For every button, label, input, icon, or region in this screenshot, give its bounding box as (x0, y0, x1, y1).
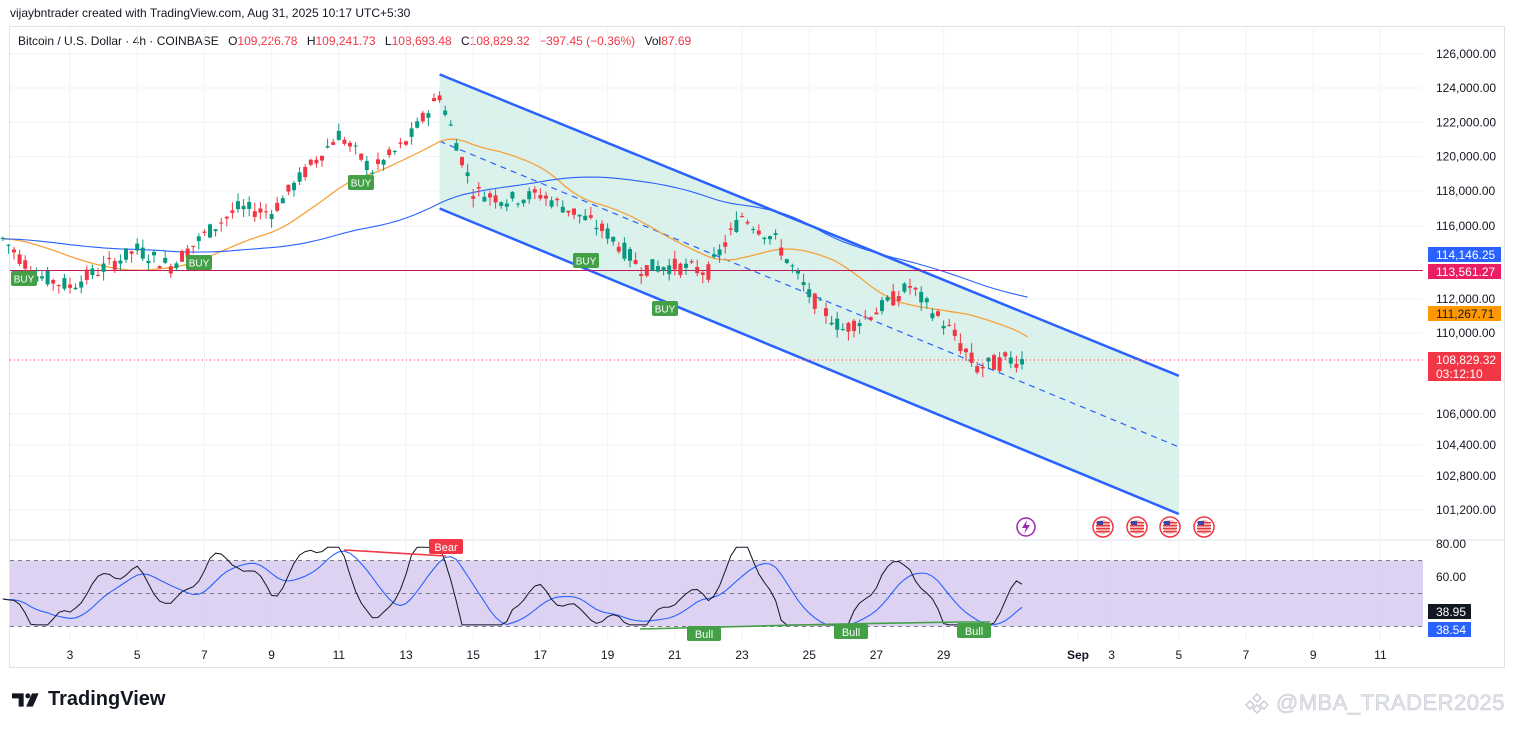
low-value: 108,693.48 (391, 34, 452, 48)
volume-value: 87.69 (661, 34, 692, 48)
brand-text: TradingView (48, 688, 166, 710)
close-value: 108,829.32 (469, 34, 530, 48)
symbol-legend[interactable]: Bitcoin / U.S. Dollar · 4h · COINBASE O1… (18, 34, 691, 48)
tradingview-logo[interactable]: TradingView (12, 688, 165, 711)
chart-frame (9, 26, 1505, 668)
volume-label: Vol (644, 34, 662, 48)
binance-diamond-icon (1244, 693, 1269, 714)
watermark: @MBA_TRADER2025 (1244, 690, 1505, 716)
high-label: H (306, 34, 316, 48)
low-label: L (384, 34, 392, 48)
symbol-name: Bitcoin / U.S. Dollar · 4h · COINBASE (18, 34, 219, 48)
tradingview-logo-icon (12, 692, 39, 707)
watermark-text: @MBA_TRADER2025 (1275, 690, 1505, 716)
candle-body (0, 237, 5, 239)
high-value: 109,241.73 (315, 34, 376, 48)
change-value: −397.45 (−0.36%) (539, 34, 636, 48)
created-by-text: vijaybntrader created with TradingView.c… (10, 6, 411, 20)
open-value: 109,226.78 (237, 34, 298, 48)
open-label: O (228, 34, 238, 48)
close-label: C (461, 34, 470, 48)
